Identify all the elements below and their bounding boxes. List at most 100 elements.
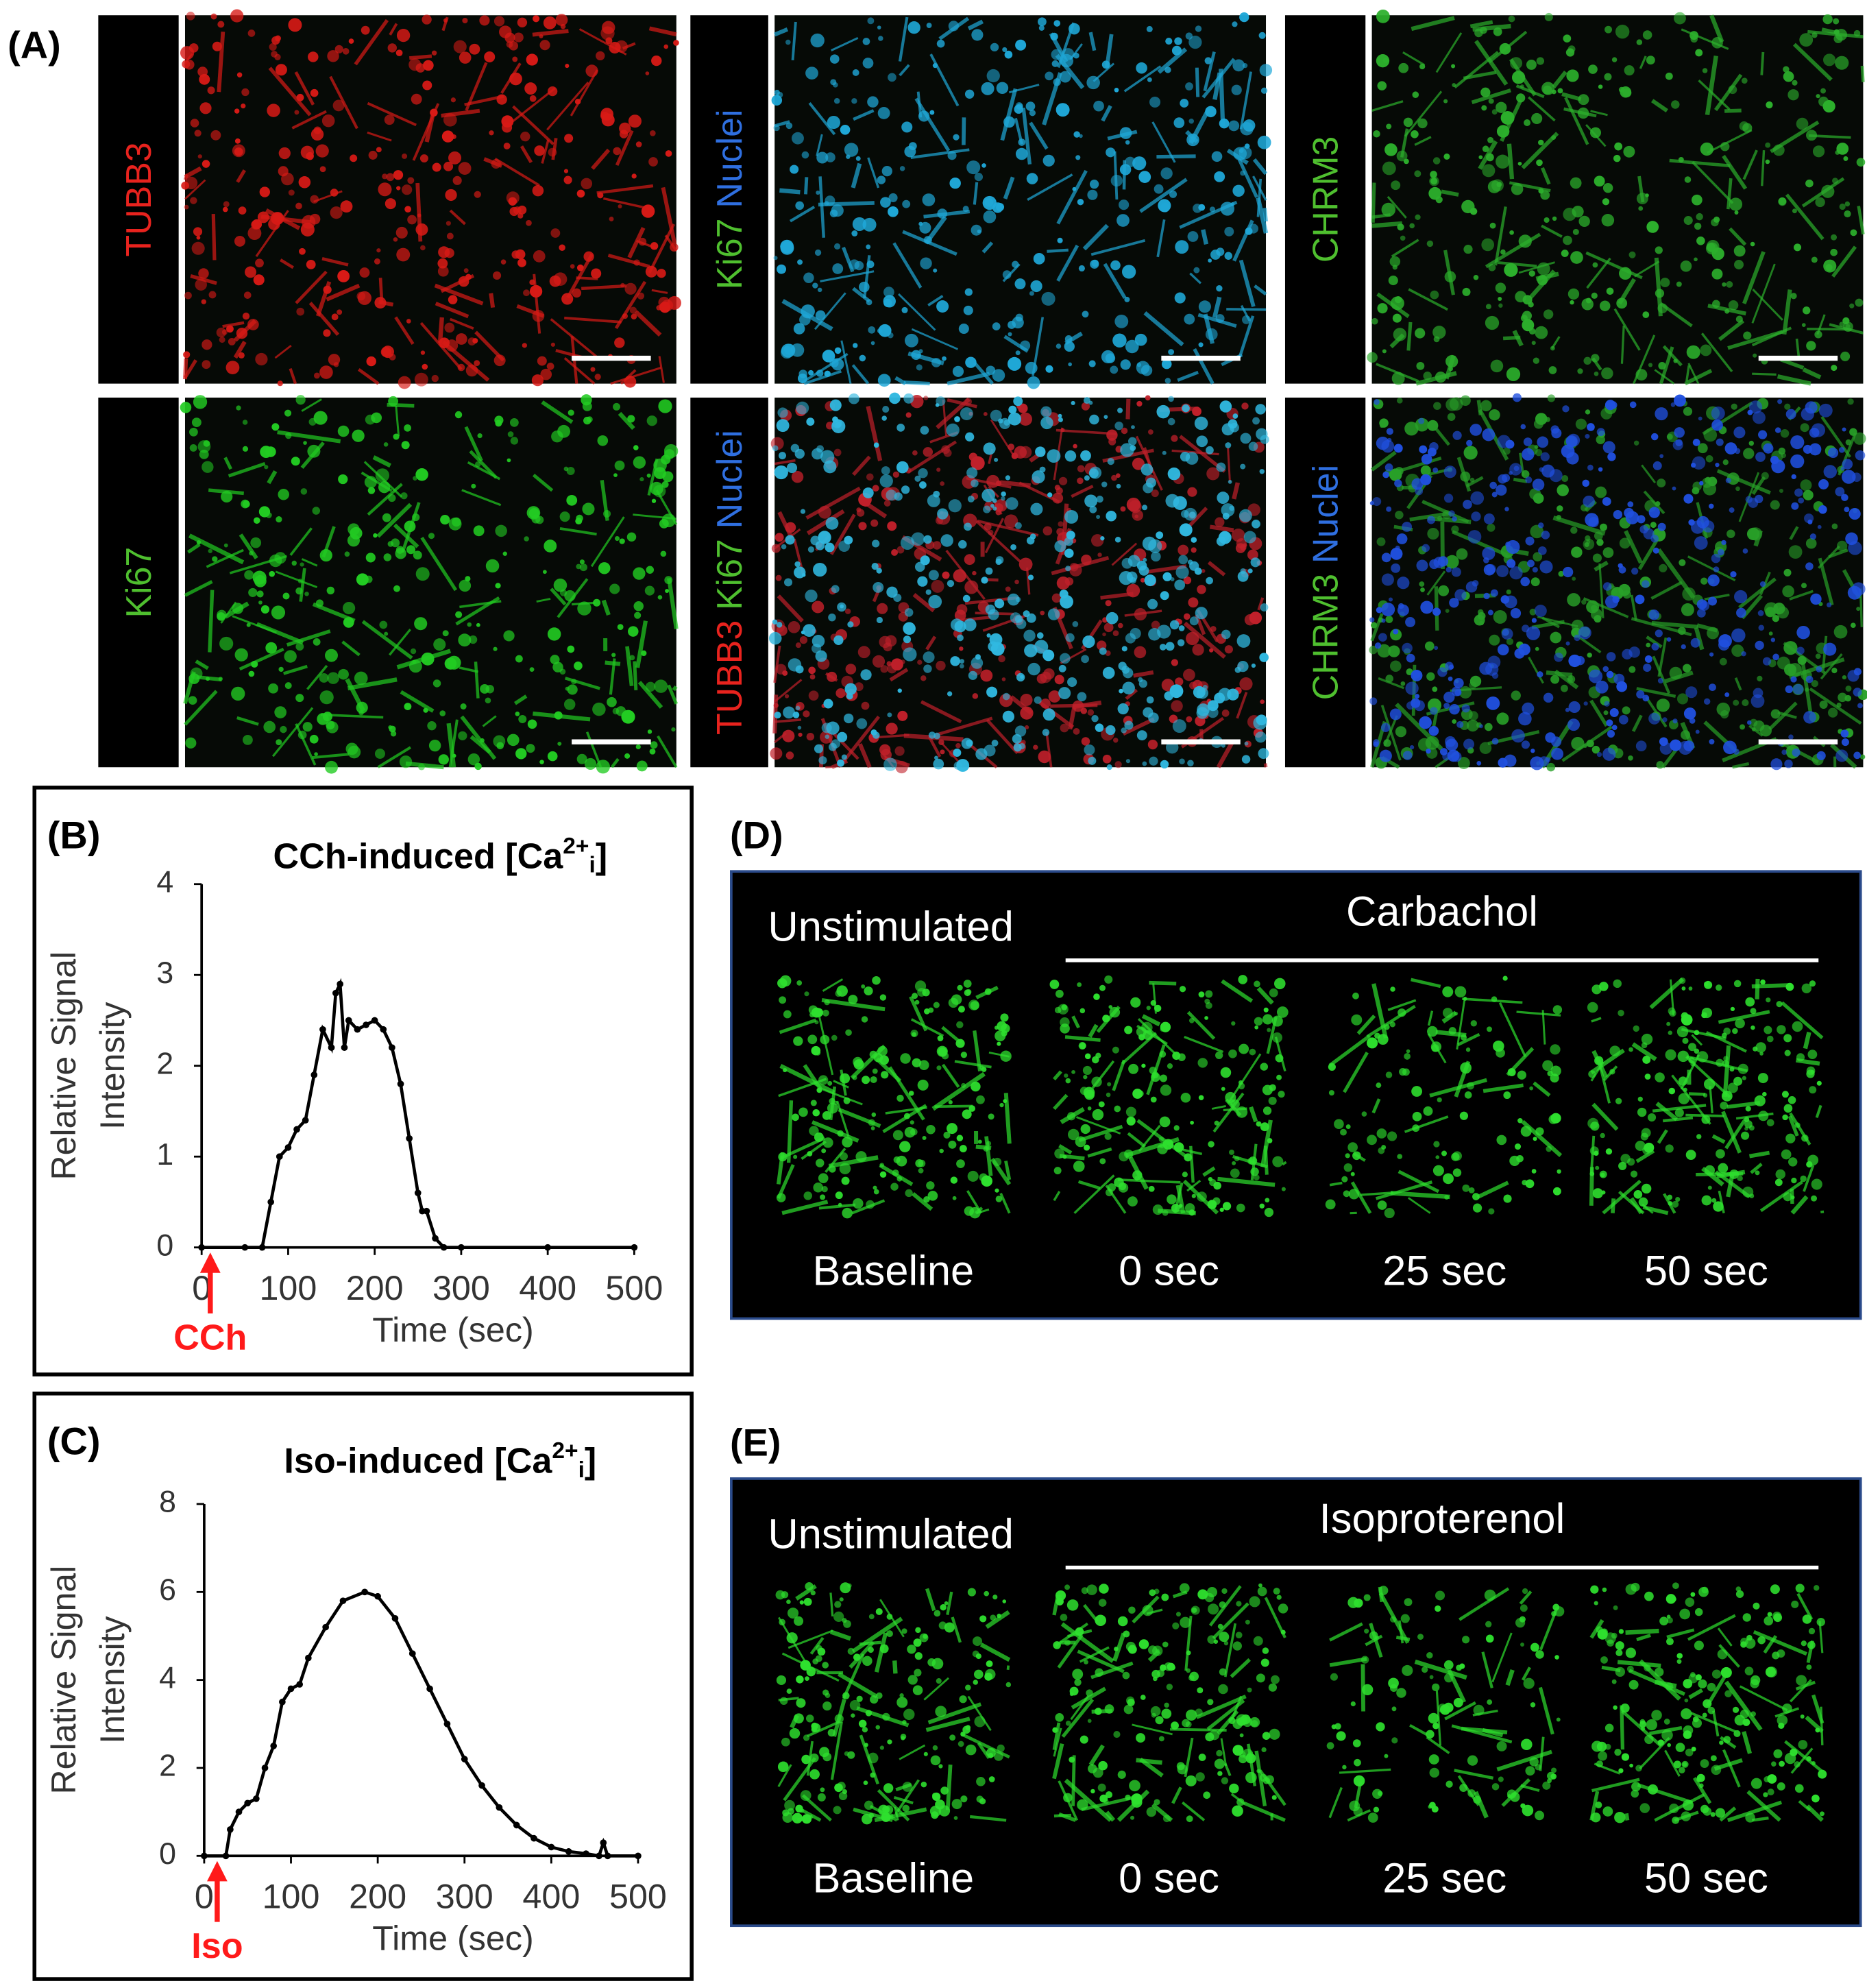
- cell: [437, 258, 448, 269]
- cell: [1602, 182, 1613, 193]
- fiber: [591, 148, 611, 170]
- cell: [879, 1171, 887, 1178]
- cell: [428, 739, 441, 752]
- cell: [1748, 440, 1755, 446]
- cell: [1125, 1106, 1136, 1117]
- cell: [1238, 975, 1248, 984]
- cell: [1248, 1156, 1258, 1165]
- cell: [1169, 190, 1177, 198]
- cell: [1136, 362, 1142, 367]
- cell: [1548, 366, 1557, 374]
- cell: [1633, 1025, 1639, 1032]
- cell: [799, 1808, 805, 1813]
- cell: [565, 686, 570, 691]
- cell: [1156, 1669, 1164, 1677]
- cell: [1050, 32, 1058, 40]
- cell: [990, 504, 994, 508]
- cell: [1154, 1004, 1162, 1013]
- fiber: [233, 340, 247, 359]
- cell: [539, 40, 550, 51]
- cell: [1602, 198, 1610, 206]
- cell: [203, 440, 210, 447]
- fiber: [500, 62, 522, 94]
- cell: [1833, 34, 1843, 44]
- fiber: [1371, 182, 1376, 223]
- cell: [833, 1611, 844, 1623]
- cell: [1585, 409, 1591, 415]
- cell: [1770, 638, 1776, 642]
- cell: [1400, 235, 1406, 241]
- cell: [1097, 553, 1102, 557]
- cell: [1567, 718, 1581, 731]
- cell: [559, 244, 565, 251]
- cell: [1197, 1687, 1204, 1694]
- cell: [994, 499, 1008, 512]
- cell: [629, 306, 637, 314]
- cell: [844, 608, 851, 614]
- fiber: [1156, 219, 1166, 258]
- cell: [1700, 142, 1713, 156]
- cell: [896, 546, 905, 554]
- cell: [1141, 1063, 1146, 1068]
- cell: [1083, 397, 1090, 404]
- cell: [815, 310, 826, 321]
- fiber: [1002, 263, 1021, 282]
- cell: [584, 757, 597, 771]
- cell: [907, 1645, 916, 1654]
- cell: [550, 228, 561, 238]
- fiber: [1000, 88, 1018, 141]
- cell: [1757, 1073, 1768, 1084]
- cell: [1391, 1737, 1398, 1744]
- cell: [210, 13, 217, 20]
- cell: [1432, 468, 1439, 473]
- cell: [973, 1680, 979, 1685]
- cell: [1484, 723, 1493, 731]
- cell: [1642, 580, 1650, 588]
- cell: [1197, 1058, 1208, 1068]
- cell: [330, 189, 339, 197]
- fiber: [516, 304, 545, 318]
- cell: [928, 570, 939, 581]
- cell: [1195, 607, 1208, 620]
- cell: [1816, 751, 1826, 760]
- fiber: [448, 719, 459, 768]
- cell: [1835, 150, 1840, 155]
- cell: [785, 122, 793, 130]
- fiber: [228, 462, 266, 478]
- fiber: [1500, 99, 1523, 142]
- cell: [1104, 975, 1113, 984]
- cell: [1432, 686, 1438, 692]
- fiber: [1032, 317, 1045, 376]
- cell: [1496, 101, 1507, 113]
- fiber: [460, 715, 497, 760]
- cell: [1259, 64, 1273, 77]
- cell: [259, 186, 270, 197]
- cell: [959, 646, 964, 651]
- fiber: [409, 54, 432, 60]
- fiber: [559, 526, 597, 536]
- cell: [393, 585, 400, 592]
- cell: [1681, 603, 1694, 616]
- cell: [886, 723, 898, 735]
- cell: [467, 753, 480, 766]
- cell: [1750, 241, 1755, 247]
- cell: [976, 1777, 986, 1786]
- fiber: [1552, 70, 1567, 88]
- fiber: [1395, 702, 1443, 751]
- cell: [1114, 1177, 1124, 1188]
- cell: [1191, 1193, 1196, 1198]
- cell: [1747, 720, 1752, 725]
- cell: [1517, 1070, 1526, 1080]
- cell: [879, 474, 893, 488]
- fiber: [912, 592, 936, 613]
- cell: [1151, 489, 1159, 498]
- cell: [1376, 607, 1382, 614]
- cell: [184, 291, 192, 300]
- cell: [1796, 646, 1805, 655]
- cell: [1583, 701, 1588, 706]
- fiber: [367, 131, 392, 142]
- cell: [896, 423, 905, 432]
- cell: [1503, 1091, 1511, 1100]
- cell: [431, 50, 437, 56]
- cell: [1602, 441, 1615, 454]
